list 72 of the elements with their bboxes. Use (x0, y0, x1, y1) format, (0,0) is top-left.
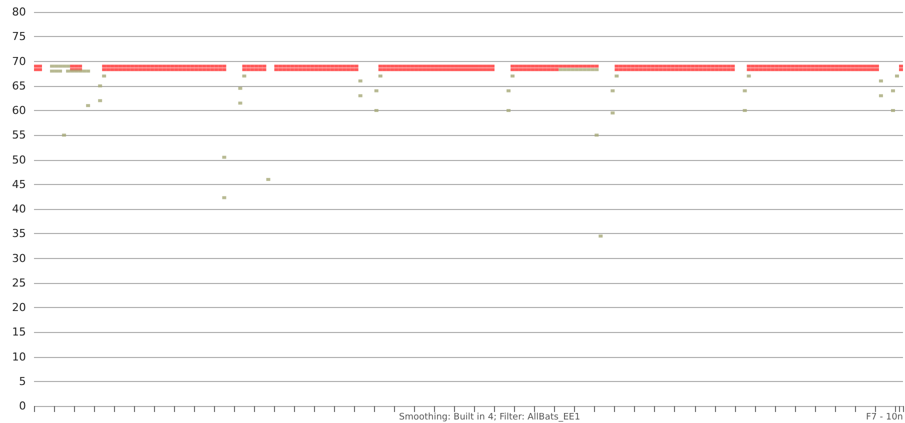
point (238, 86, 242, 90)
y-tick-label: 30 (12, 252, 26, 265)
y-tick-label: 25 (12, 276, 26, 290)
y-tick-label: 35 (12, 227, 26, 240)
point (506, 109, 511, 112)
point (746, 74, 751, 78)
y-tick-label: 50 (12, 153, 26, 166)
point (610, 111, 615, 114)
point (610, 89, 615, 92)
point (506, 89, 511, 92)
point (86, 70, 90, 73)
point (374, 109, 378, 112)
point (242, 74, 246, 78)
point (54, 64, 58, 68)
y-tick-label: 75 (12, 30, 26, 44)
point (54, 70, 58, 73)
y-tick-label: 15 (12, 326, 26, 339)
point (566, 68, 571, 72)
point (614, 74, 619, 78)
point (586, 68, 591, 72)
y-tick-label: 0 (19, 400, 26, 412)
point (58, 64, 62, 68)
point (238, 102, 242, 105)
point (570, 68, 575, 72)
point (62, 64, 66, 68)
y-tick-label: 70 (12, 54, 26, 68)
y-tick-label: 45 (12, 178, 26, 191)
point (98, 84, 102, 88)
point (66, 64, 70, 68)
y-tick-label: 5 (19, 374, 26, 388)
point (878, 79, 883, 82)
point (62, 134, 66, 137)
y-tick-label: 60 (12, 104, 26, 117)
point (510, 74, 515, 78)
point (890, 109, 895, 112)
point (578, 68, 583, 72)
point (574, 68, 579, 72)
y-tick-label: 65 (12, 79, 26, 92)
y-tick-label: 40 (12, 202, 26, 216)
point (582, 68, 587, 72)
text: F7 - 10n (866, 412, 904, 422)
point (590, 68, 595, 72)
point (594, 68, 599, 72)
point (890, 89, 895, 92)
y-tick-label: 20 (12, 301, 26, 314)
point (358, 79, 362, 82)
point (358, 94, 362, 98)
y-tick-label: 80 (12, 6, 26, 18)
point (86, 104, 90, 108)
point (378, 74, 382, 78)
y-tick-label: 10 (12, 350, 26, 364)
point (58, 70, 62, 73)
point (742, 109, 747, 112)
point (222, 156, 226, 159)
point (878, 94, 883, 98)
point (266, 178, 270, 181)
y-tick-label: 55 (12, 128, 26, 142)
point (558, 68, 563, 72)
point (598, 234, 603, 238)
point (66, 70, 70, 73)
point (894, 74, 899, 78)
text: Smoothing: Built in 4; Filter: AllBats_EE1 (399, 412, 580, 422)
point (98, 99, 102, 102)
point (50, 64, 54, 68)
point (82, 70, 86, 73)
point (594, 134, 599, 137)
point (50, 70, 54, 73)
point (742, 89, 747, 92)
point (562, 68, 567, 72)
point (374, 89, 378, 92)
point (102, 74, 106, 78)
point (222, 196, 226, 200)
